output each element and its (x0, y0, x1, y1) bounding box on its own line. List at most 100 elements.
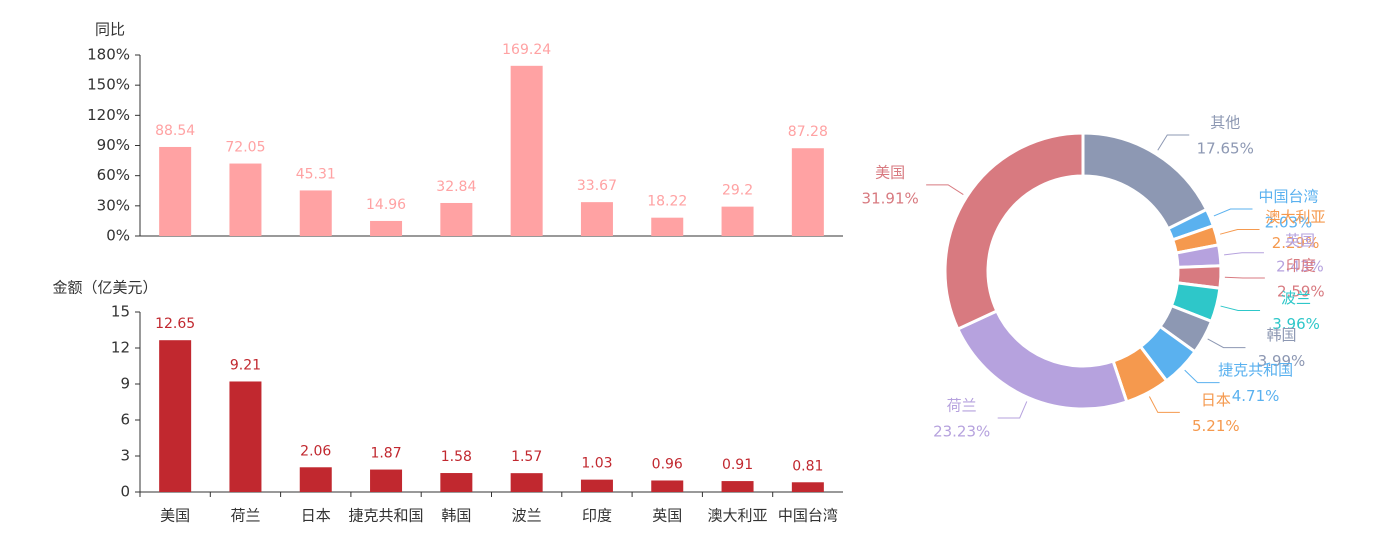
bar (580, 202, 613, 236)
leader-line (1220, 305, 1261, 311)
x-tick-label: 日本 (301, 507, 331, 525)
value-label: 88.54 (155, 123, 195, 139)
y-tick-label: 60% (97, 166, 130, 184)
bar (721, 481, 754, 492)
pie-value-label: 3.96% (1272, 315, 1320, 333)
pie-value-label: 23.23% (933, 422, 990, 440)
value-label: 1.57 (511, 449, 542, 465)
value-label: 12.65 (155, 316, 195, 332)
value-label: 0.91 (722, 457, 753, 473)
bar (440, 202, 473, 236)
pie-slice (1081, 131, 1209, 231)
pie-value-label: 2.59% (1277, 282, 1325, 300)
leader-line (1213, 208, 1253, 217)
value-label: 1.03 (581, 456, 612, 472)
pie-label: 印度 (1286, 256, 1316, 274)
pie-label: 中国台湾 (1258, 187, 1318, 205)
x-tick-label: 波兰 (512, 507, 542, 525)
y-tick-label: 0 (120, 483, 130, 501)
value-label: 45.31 (296, 166, 336, 182)
pie-label: 波兰 (1281, 289, 1311, 307)
leader-line (1224, 276, 1265, 279)
bar (159, 340, 192, 492)
pie-label: 英国 (1285, 231, 1315, 249)
bar (651, 217, 684, 236)
pie-label: 韩国 (1266, 326, 1296, 344)
pie-value-label: 17.65% (1197, 139, 1254, 157)
bar (721, 206, 754, 236)
y-tick-label: 15 (111, 303, 130, 321)
bar (299, 467, 332, 492)
value-label: 0.81 (792, 458, 823, 474)
pie-label: 荷兰 (947, 396, 977, 414)
leader-line (1184, 369, 1220, 384)
pie-value-label: 2.43% (1276, 257, 1324, 275)
y-tick-label: 6 (120, 411, 130, 429)
value-label: 0.96 (652, 456, 683, 472)
value-label: 32.84 (436, 179, 476, 195)
bar (370, 469, 403, 492)
pie-slice (943, 131, 1085, 332)
bar (791, 482, 824, 492)
leader-line (1207, 338, 1246, 349)
bar (510, 473, 543, 492)
x-tick-label: 印度 (582, 507, 612, 525)
pie-label: 捷克共和国 (1218, 361, 1293, 379)
y-tick-label: 30% (97, 196, 130, 214)
bar (370, 220, 403, 236)
y-tick-label: 12 (111, 339, 130, 357)
value-label: 33.67 (577, 178, 617, 194)
bar (510, 65, 543, 236)
pie-value-label: 3.99% (1258, 352, 1306, 370)
value-label: 29.2 (722, 183, 753, 199)
bar (159, 146, 192, 236)
leader-line (997, 401, 1028, 419)
x-tick-label: 中国台湾 (778, 507, 838, 525)
value-label: 18.22 (647, 194, 687, 210)
x-tick-label: 美国 (160, 507, 190, 525)
value-label: 1.87 (370, 446, 401, 462)
pie-value-label: 2.29% (1272, 234, 1320, 252)
bar (440, 473, 473, 492)
leader-line (1157, 134, 1190, 151)
bar (580, 479, 613, 492)
y-axis-label: 金额（亿美元） (52, 279, 157, 297)
x-tick-label: 韩国 (441, 507, 471, 525)
leader-line (926, 184, 964, 195)
value-label: 72.05 (225, 140, 265, 156)
y-tick-label: 90% (97, 136, 130, 154)
value-label: 87.28 (788, 124, 828, 140)
value-label: 1.58 (441, 449, 472, 465)
x-tick-label: 澳大利亚 (708, 507, 768, 525)
leader-line (1220, 229, 1260, 235)
y-tick-label: 3 (120, 447, 130, 465)
pie-slice (955, 308, 1129, 411)
x-tick-label: 荷兰 (230, 507, 260, 525)
pie-label: 其他 (1210, 113, 1240, 131)
pie-label: 澳大利亚 (1266, 208, 1326, 226)
y-tick-label: 120% (87, 106, 130, 124)
value-label: 2.06 (300, 443, 331, 459)
y-axis-label: 同比 (95, 21, 125, 39)
bar (791, 148, 824, 236)
bar (651, 480, 684, 492)
bar (299, 190, 332, 236)
pie-value-label: 5.21% (1192, 417, 1240, 435)
pie-value-label: 2.03% (1265, 213, 1313, 231)
pie-value-label: 31.91% (862, 189, 919, 207)
x-tick-label: 捷克共和国 (349, 507, 424, 525)
pie-value-label: 4.71% (1232, 387, 1280, 405)
value-label: 169.24 (502, 42, 551, 58)
value-label: 9.21 (230, 357, 261, 373)
y-tick-label: 0% (106, 227, 130, 245)
leader-line (1224, 252, 1264, 256)
pie-label: 美国 (875, 163, 905, 181)
y-tick-label: 180% (87, 46, 130, 64)
x-tick-label: 英国 (652, 507, 682, 525)
pie-label: 日本 (1201, 391, 1231, 409)
value-label: 14.96 (366, 197, 406, 213)
leader-line (1148, 396, 1180, 413)
bar (229, 163, 262, 236)
y-tick-label: 9 (120, 375, 130, 393)
